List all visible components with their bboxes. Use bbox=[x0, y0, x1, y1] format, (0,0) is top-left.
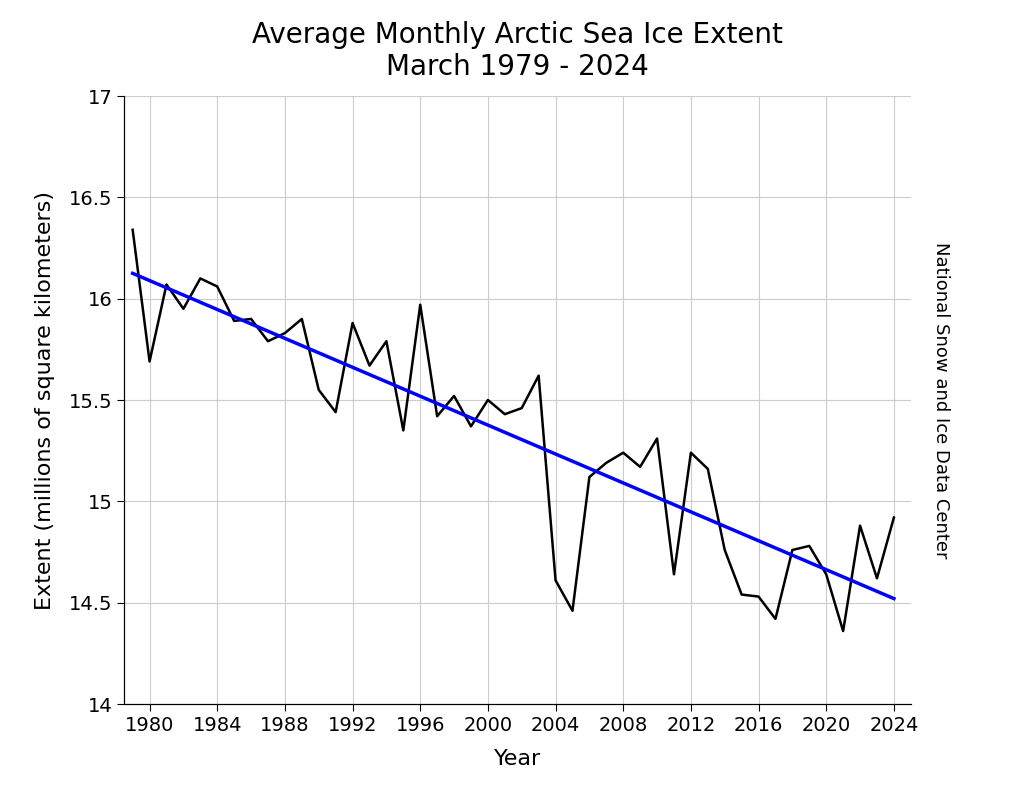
Title: Average Monthly Arctic Sea Ice Extent
March 1979 - 2024: Average Monthly Arctic Sea Ice Extent Ma… bbox=[253, 21, 782, 81]
Y-axis label: National Snow and Ice Data Center: National Snow and Ice Data Center bbox=[932, 242, 950, 558]
Y-axis label: Extent (millions of square kilometers): Extent (millions of square kilometers) bbox=[35, 190, 55, 610]
X-axis label: Year: Year bbox=[494, 749, 541, 769]
